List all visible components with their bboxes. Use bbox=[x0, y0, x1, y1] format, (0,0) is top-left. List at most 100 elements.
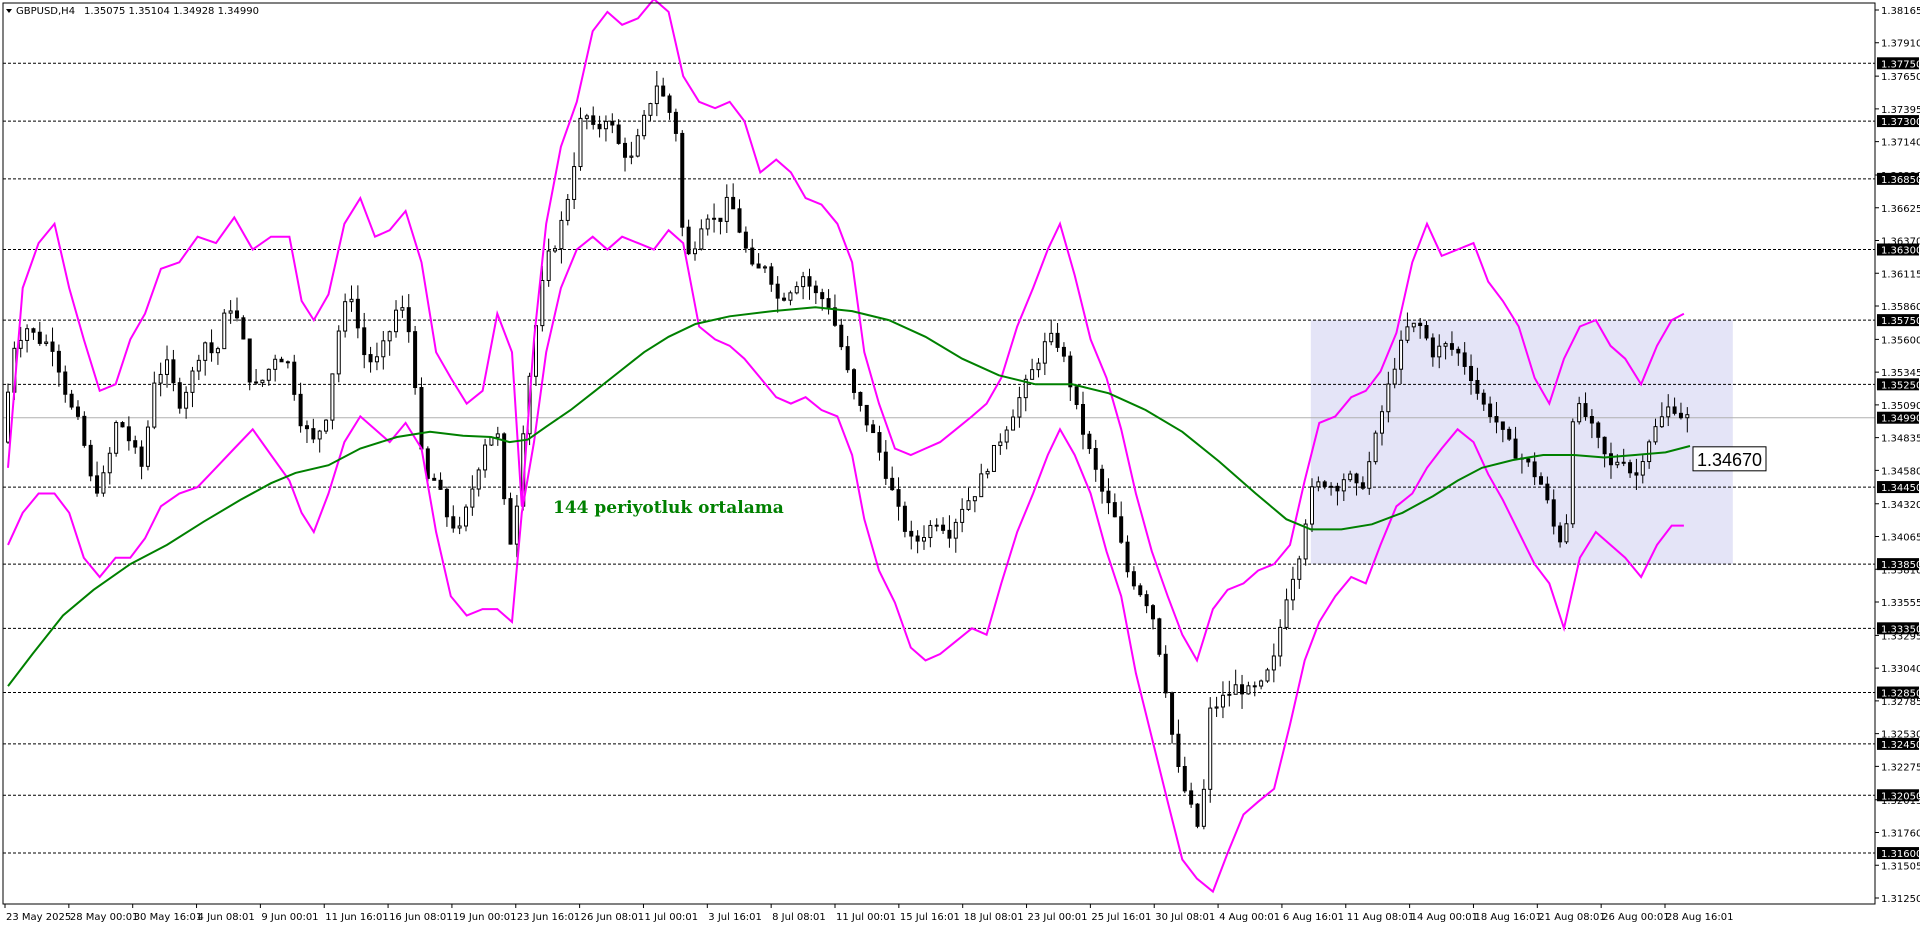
range-box bbox=[1310, 320, 1733, 565]
candle-body bbox=[184, 391, 189, 409]
candle-body bbox=[362, 327, 367, 356]
candle-body bbox=[470, 488, 475, 508]
candle-body bbox=[928, 524, 933, 539]
candle-body bbox=[680, 132, 685, 228]
x-tick-label: 28 May 00:01 bbox=[70, 912, 139, 923]
candle-body bbox=[311, 428, 316, 440]
x-tick-label: 18 Jul 08:01 bbox=[964, 912, 1024, 923]
candle-body bbox=[1367, 461, 1372, 489]
candle-body bbox=[1106, 490, 1111, 504]
candle-body bbox=[1379, 411, 1384, 434]
candle-body bbox=[832, 307, 837, 326]
x-tick-label: 23 Jun 16:01 bbox=[517, 912, 581, 923]
candle-body bbox=[1100, 468, 1105, 492]
x-tick-label: 1 Jul 00:01 bbox=[644, 912, 698, 923]
candle-body bbox=[1208, 707, 1213, 790]
candle-body bbox=[1233, 684, 1238, 695]
candle-body bbox=[133, 440, 138, 448]
candle-body bbox=[1653, 426, 1658, 443]
candle-body bbox=[304, 425, 309, 430]
candle-body bbox=[921, 537, 926, 542]
candle-body bbox=[1348, 473, 1353, 481]
candle-body bbox=[413, 331, 418, 389]
candle-body bbox=[260, 379, 265, 384]
candle-body bbox=[1526, 458, 1531, 463]
x-tick-label: 11 Jul 00:01 bbox=[836, 912, 896, 923]
candle-body bbox=[769, 266, 774, 285]
x-tick-label: 30 May 16:01 bbox=[134, 912, 203, 923]
candle-body bbox=[648, 103, 653, 116]
candle-body bbox=[1449, 343, 1454, 350]
y-tick-label: 1.35345 bbox=[1881, 368, 1920, 379]
candle-body bbox=[483, 444, 488, 471]
candle-body bbox=[718, 217, 723, 222]
level-price-tag-label: 1.35750 bbox=[1881, 316, 1920, 327]
candle-body bbox=[979, 473, 984, 498]
ma-annotation-label: 144 periyotluk ortalama bbox=[553, 498, 784, 518]
candle-body bbox=[1564, 523, 1569, 543]
candle-body bbox=[101, 472, 106, 494]
candle-body bbox=[883, 451, 888, 479]
y-tick-label: 1.37140 bbox=[1881, 138, 1920, 149]
level-price-tag-label: 1.37750 bbox=[1881, 59, 1920, 70]
y-tick-label: 1.37395 bbox=[1881, 105, 1920, 116]
candle-body bbox=[343, 301, 348, 332]
candle-body bbox=[1577, 403, 1582, 423]
candle-body bbox=[1411, 322, 1416, 328]
candle-body bbox=[196, 359, 201, 372]
y-tick-label: 1.31250 bbox=[1881, 894, 1920, 905]
y-tick-label: 1.33295 bbox=[1881, 631, 1920, 642]
candle-body bbox=[50, 341, 55, 352]
candle-body bbox=[126, 426, 131, 442]
candle-body bbox=[88, 444, 93, 477]
candle-body bbox=[1640, 461, 1645, 476]
candle-body bbox=[1259, 680, 1264, 687]
chart-header: GBPUSD,H4 1.35075 1.35104 1.34928 1.3499… bbox=[6, 6, 259, 17]
candle-body bbox=[1596, 422, 1601, 438]
candle-body bbox=[120, 422, 125, 428]
candle-body bbox=[508, 498, 513, 545]
x-tick-label: 21 Aug 08:01 bbox=[1538, 912, 1605, 923]
y-tick-label: 1.35600 bbox=[1881, 335, 1920, 346]
candle-body bbox=[432, 477, 437, 481]
candle-body bbox=[699, 228, 704, 250]
level-price-tag-label: 1.32850 bbox=[1881, 689, 1920, 700]
candle-body bbox=[845, 346, 850, 371]
candle-body bbox=[165, 359, 170, 375]
candle-body bbox=[1265, 669, 1270, 682]
candle-body bbox=[1405, 326, 1410, 341]
candle-body bbox=[654, 85, 659, 105]
x-tick-label: 23 May 2025 bbox=[6, 912, 71, 923]
candle-body bbox=[667, 95, 672, 113]
candle-body bbox=[750, 247, 755, 265]
level-price-tag bbox=[1877, 115, 1919, 128]
candle-body bbox=[807, 276, 812, 287]
candle-body bbox=[177, 382, 182, 409]
y-tick-label: 1.38165 bbox=[1881, 6, 1920, 17]
level-price-tag-label: 1.37300 bbox=[1881, 117, 1920, 128]
y-tick-label: 1.32530 bbox=[1881, 730, 1920, 741]
candle-body bbox=[114, 422, 119, 454]
x-tick-label: 4 Aug 00:01 bbox=[1219, 912, 1280, 923]
candle-body bbox=[254, 381, 259, 384]
candle-body bbox=[1532, 461, 1537, 478]
candle-body bbox=[489, 436, 494, 446]
candle-body bbox=[1182, 765, 1187, 792]
collapse-triangle-icon[interactable] bbox=[6, 9, 12, 13]
candle-body bbox=[915, 535, 920, 542]
candle-body bbox=[890, 477, 895, 491]
candle-body bbox=[1443, 343, 1448, 347]
candle-body bbox=[1570, 421, 1575, 525]
y-tick-label: 1.37910 bbox=[1881, 39, 1920, 50]
candle-body bbox=[801, 276, 806, 288]
candle-body bbox=[37, 331, 42, 344]
y-tick-label: 1.31505 bbox=[1881, 861, 1920, 872]
candle-body bbox=[661, 85, 666, 97]
candle-body bbox=[1316, 481, 1321, 488]
candle-body bbox=[1329, 485, 1334, 488]
candle-body bbox=[1551, 499, 1556, 527]
x-tick-label: 8 Jul 08:01 bbox=[772, 912, 826, 923]
candle-body bbox=[1042, 341, 1047, 364]
candle-body bbox=[1004, 429, 1009, 443]
